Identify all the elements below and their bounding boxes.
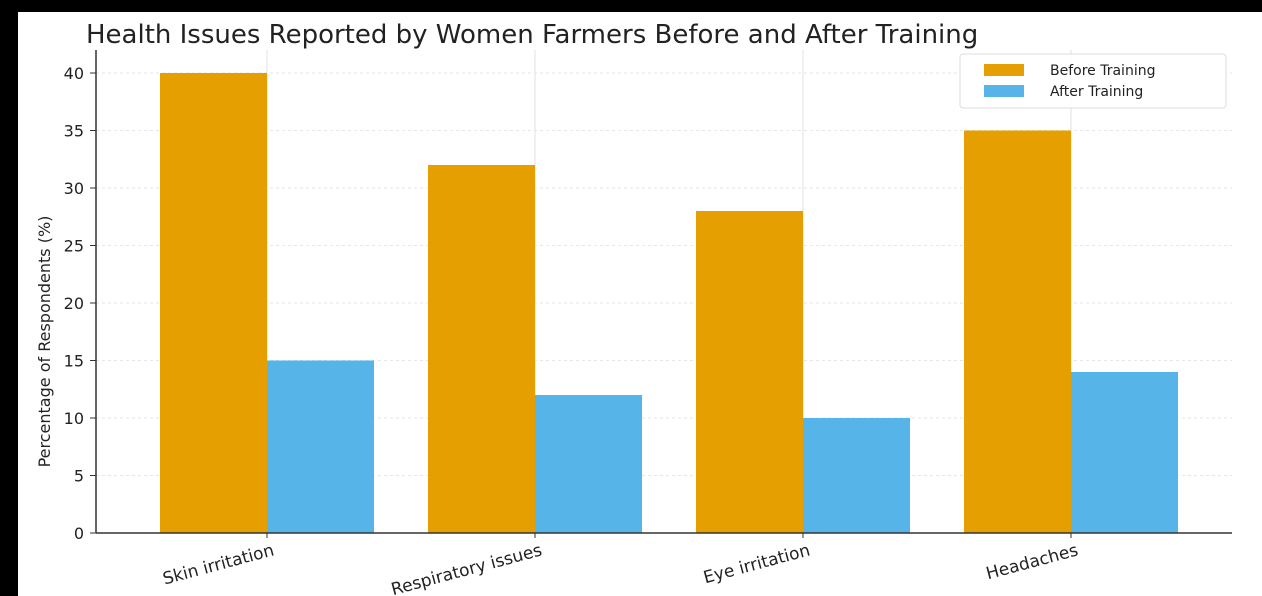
legend-swatch (984, 85, 1024, 97)
y-tick-label: 40 (64, 64, 84, 83)
x-tick-label: Headaches (984, 540, 1080, 584)
bar-after-training (535, 395, 642, 533)
y-tick-label: 30 (64, 179, 84, 198)
y-tick-labels: 0 5 10 15 20 25 30 35 40 (64, 64, 96, 543)
bar-after-training (267, 360, 374, 533)
legend-swatch (984, 64, 1024, 76)
y-tick-label: 15 (64, 352, 84, 371)
chart-title: Health Issues Reported by Women Farmers … (86, 20, 978, 50)
x-tick-label: Skin irritation (161, 541, 277, 590)
x-tick-labels: Skin irritation Respiratory issues Eye irr… (161, 533, 1080, 596)
legend: Before Training After Training (959, 53, 1227, 109)
legend-label: After Training (1050, 84, 1143, 100)
bar-before-training (696, 211, 803, 533)
y-tick-label: 10 (64, 409, 84, 428)
legend-box (959, 53, 1227, 109)
y-axis-label: Percentage of Respondents (%) (35, 216, 54, 468)
bar-after-training (1071, 372, 1178, 533)
bar-before-training (964, 130, 1071, 533)
bars (160, 73, 1178, 533)
legend-label: Before Training (1050, 63, 1155, 79)
y-tick-label: 0 (74, 524, 84, 543)
y-tick-label: 35 (64, 122, 84, 141)
bar-before-training (160, 73, 267, 533)
bar-after-training (803, 418, 910, 533)
x-tick-label: Eye irritation (701, 541, 812, 589)
chart-frame: Health Issues Reported by Women Farmers … (18, 12, 1262, 596)
y-tick-label: 5 (74, 467, 84, 486)
bar-chart: Health Issues Reported by Women Farmers … (35, 20, 1232, 596)
y-tick-label: 25 (64, 237, 84, 256)
x-tick-label: Respiratory issues (389, 540, 544, 596)
bar-before-training (428, 165, 535, 533)
y-tick-label: 20 (64, 294, 84, 313)
